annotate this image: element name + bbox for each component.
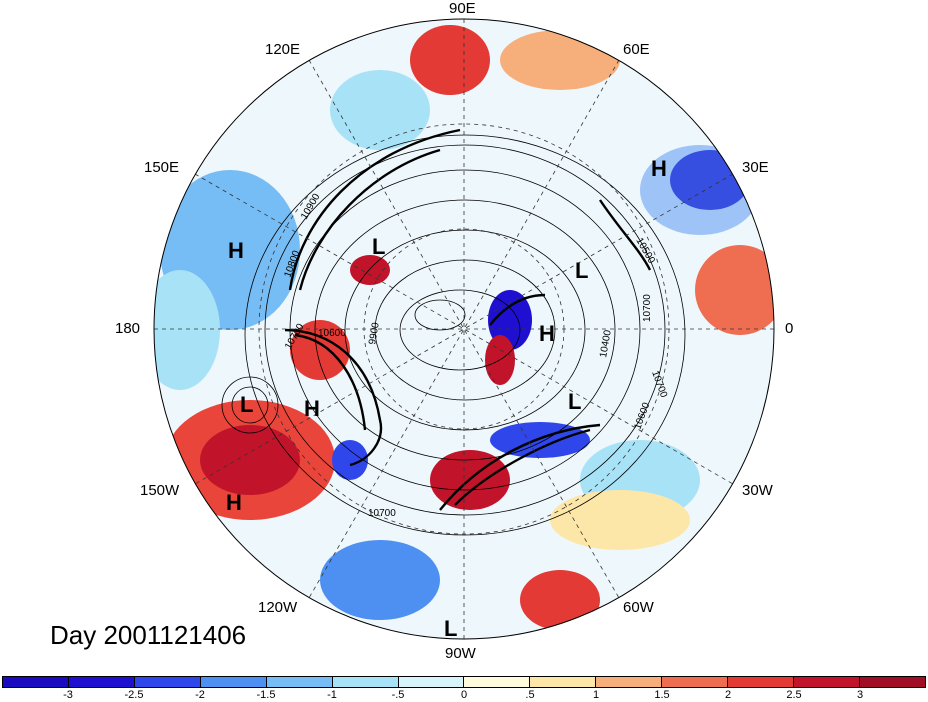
colorbar-tick-label: -.5 [391,689,405,701]
longitude-label: 30W [742,482,773,499]
colorbar-tick-label: 0 [460,689,468,701]
pressure-center: L [240,392,253,417]
colorbar-swatch [794,677,860,687]
longitude-label: 120E [265,41,301,58]
longitude-label: 60W [623,599,654,616]
colorbar-swatch [859,677,925,687]
pressure-center: H [228,238,244,263]
longitude-label: 0 [785,320,794,337]
anomaly-patch [154,270,220,390]
anomaly-patch [320,540,440,620]
anomaly-patch [330,70,430,150]
map-title: Day 2001121406 [50,620,247,650]
colorbar [2,676,926,688]
anomaly-patch [695,245,774,335]
contour-label: 10600 [318,328,346,339]
map-boundary [153,18,775,640]
pressure-center: L [372,234,385,259]
colorbar-swatch [398,677,465,687]
pressure-center: L [575,258,588,283]
longitude-label: 120W [258,599,298,616]
contour-label: 9900 [367,321,382,345]
colorbar-tick-label: 1.5 [654,689,670,701]
colorbar-tick-label: .5 [525,689,535,701]
colorbar-tick-label: -2 [195,689,205,701]
pressure-center: H [226,490,242,515]
anomaly-patch [332,440,368,480]
pressure-center: H [651,156,667,181]
longitude-label: 90W [445,645,476,662]
anomaly-patch [410,25,490,95]
anomaly-patch [520,570,600,630]
colorbar-tick-label: -3 [63,689,73,701]
anomaly-patch [500,30,620,90]
longitude-label: 180 [115,320,141,337]
colorbar-swatch [596,677,663,687]
contour-label: 10400 [598,329,614,359]
pressure-center: H [539,321,555,346]
colorbar-tick-label: 2.5 [786,689,802,701]
colorbar-swatch [134,677,201,687]
pressure-center: H [304,396,320,421]
colorbar-swatch [200,677,267,687]
longitude-label: 90E [449,0,476,17]
colorbar-tick-label: -1.5 [256,689,276,701]
longitude-label: 150W [140,482,180,499]
anomaly-patch [200,425,300,495]
jet-contours [284,128,652,511]
pressure-center: L [568,389,581,414]
pressure-center: L [444,616,457,641]
anomaly-patch [350,255,390,285]
colorbar-swatch [266,677,333,687]
longitude-label: 150E [144,159,180,176]
anomaly-patch [488,290,532,350]
colorbar-tick-label: -2.5 [124,689,144,701]
contour-label: 10700 [368,508,396,519]
anomaly-patch [550,490,690,550]
colorbar-swatch [662,677,729,687]
colorbar-tick-label: -1 [327,689,337,701]
longitude-label: 60E [623,41,650,58]
colorbar-swatch [728,677,795,687]
colorbar-swatch [332,677,399,687]
colorbar-tick-label: 1 [592,689,600,701]
colorbar-swatch [530,677,597,687]
map-disk: H H L L H L H L H 10900 10800 10700 1060… [154,19,774,639]
colorbar-swatch [68,677,135,687]
colorbar-tick-label: 3 [856,689,864,701]
contour-label: 10700 [642,294,653,322]
graticule [154,19,774,639]
colorbar-swatch [3,677,69,687]
colorbar-swatch [464,677,531,687]
anomaly-patch [290,320,350,380]
colorbar-tick-label: 2 [724,689,732,701]
longitude-label: 30E [742,159,769,176]
